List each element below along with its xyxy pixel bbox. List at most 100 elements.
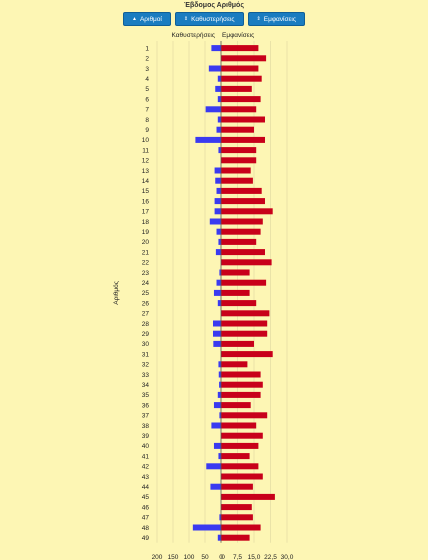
bar-appearances-47: [221, 514, 253, 521]
category-label-10: 10: [142, 137, 150, 144]
bar-appearances-32: [221, 361, 248, 368]
bar-appearances-20: [221, 238, 257, 245]
bar-delays-8: [217, 116, 221, 123]
category-label-27: 27: [142, 311, 150, 318]
bar-appearances-35: [221, 391, 261, 398]
category-label-41: 41: [142, 453, 150, 460]
category-label-5: 5: [145, 86, 149, 93]
bar-appearances-14: [221, 177, 253, 184]
category-label-1: 1: [145, 45, 149, 52]
category-label-31: 31: [142, 351, 150, 358]
bar-appearances-48: [221, 524, 261, 531]
chart-title: Έβδομος Αριθμός: [184, 2, 244, 9]
category-label-33: 33: [142, 372, 150, 379]
bar-delays-10: [195, 136, 221, 143]
bar-delays-34: [219, 381, 221, 388]
bar-delays-47: [219, 514, 221, 521]
bar-delays-16: [214, 198, 221, 205]
sort-by-delays-button[interactable]: ⇕ Καθυστερήσεις: [174, 12, 244, 26]
bar-appearances-30: [221, 340, 254, 347]
category-label-46: 46: [142, 504, 150, 511]
x-tick-left-1: 150: [168, 554, 179, 560]
bar-appearances-5: [221, 85, 252, 92]
bar-appearances-24: [221, 279, 267, 286]
category-label-20: 20: [142, 239, 150, 246]
x-tick-left-3: 50: [201, 554, 209, 560]
bar-appearances-26: [221, 300, 257, 307]
category-label-17: 17: [142, 209, 150, 216]
bar-appearances-13: [221, 167, 251, 174]
category-label-13: 13: [142, 168, 150, 175]
series-label-appearances: Εμφανίσεις: [222, 31, 254, 39]
bar-delays-23: [219, 269, 221, 276]
category-label-9: 9: [145, 127, 149, 134]
bar-delays-18: [209, 218, 221, 225]
bar-appearances-49: [221, 534, 250, 541]
category-label-4: 4: [145, 76, 149, 83]
category-label-22: 22: [142, 260, 150, 267]
bar-appearances-17: [221, 208, 273, 215]
category-label-34: 34: [142, 382, 150, 389]
category-label-40: 40: [142, 443, 150, 450]
category-label-43: 43: [142, 474, 150, 481]
category-label-11: 11: [142, 147, 149, 154]
bar-appearances-28: [221, 320, 268, 327]
sort-by-appearances-label: Εμφανίσεις: [263, 15, 296, 23]
bar-appearances-9: [221, 126, 254, 133]
bar-appearances-37: [221, 412, 268, 419]
bar-appearances-18: [221, 218, 263, 225]
x-tick-left-0: 200: [152, 554, 163, 560]
category-label-49: 49: [142, 535, 150, 542]
category-label-15: 15: [142, 188, 150, 195]
category-label-19: 19: [142, 229, 150, 236]
bar-appearances-39: [221, 432, 263, 439]
bar-appearances-1: [221, 45, 259, 52]
bar-delays-21: [215, 249, 221, 256]
bar-delays-37: [219, 412, 221, 419]
category-label-8: 8: [145, 117, 149, 124]
caret-up-icon: ▲: [132, 15, 137, 22]
bar-appearances-22: [221, 259, 272, 266]
bar-delays-48: [192, 524, 221, 531]
bar-appearances-11: [221, 147, 257, 154]
bar-appearances-41: [221, 453, 250, 460]
category-label-3: 3: [145, 66, 149, 73]
sort-icon: ⇕: [183, 15, 189, 22]
bar-appearances-38: [221, 422, 257, 429]
bar-delays-3: [208, 65, 221, 72]
bar-appearances-16: [221, 198, 265, 205]
bar-appearances-2: [221, 55, 267, 62]
bar-delays-29: [213, 330, 221, 337]
category-label-25: 25: [142, 290, 150, 297]
bar-appearances-19: [221, 228, 261, 235]
bar-delays-11: [218, 147, 221, 154]
category-label-24: 24: [142, 280, 150, 287]
bar-appearances-23: [221, 269, 250, 276]
category-label-47: 47: [142, 515, 150, 522]
x-tick-left-4: 0: [219, 554, 223, 560]
x-tick-right-4: 30,0: [281, 554, 294, 560]
bar-delays-4: [217, 75, 221, 82]
bar-delays-6: [217, 96, 221, 103]
bar-appearances-44: [221, 483, 253, 490]
x-tick-right-1: 7,5: [233, 554, 242, 560]
category-label-42: 42: [142, 464, 150, 471]
sort-by-appearances-button[interactable]: ⇕ Εμφανίσεις: [247, 12, 305, 26]
bar-delays-20: [218, 238, 221, 245]
bar-appearances-45: [221, 493, 275, 500]
sort-by-number-button[interactable]: ▲ Αριθμοί: [123, 12, 171, 26]
category-label-35: 35: [142, 392, 150, 399]
bar-appearances-43: [221, 473, 263, 480]
category-label-28: 28: [142, 321, 150, 328]
category-label-36: 36: [142, 402, 150, 409]
bar-appearances-10: [221, 136, 265, 143]
bar-delays-44: [210, 483, 221, 490]
bar-delays-28: [213, 320, 221, 327]
bar-delays-5: [215, 85, 221, 92]
category-label-39: 39: [142, 433, 150, 440]
bar-delays-30: [213, 340, 221, 347]
category-label-48: 48: [142, 525, 150, 532]
bar-appearances-36: [221, 402, 251, 409]
category-label-2: 2: [145, 56, 149, 63]
bar-appearances-25: [221, 289, 250, 296]
